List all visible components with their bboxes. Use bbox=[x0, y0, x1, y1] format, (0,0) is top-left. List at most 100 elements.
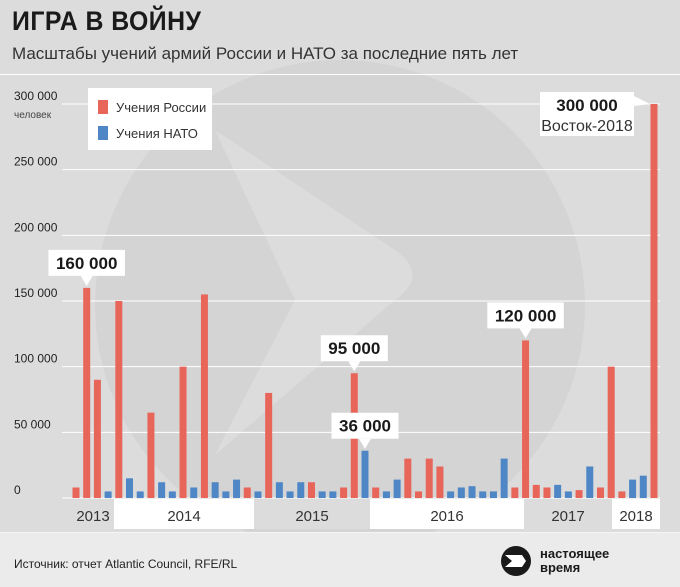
bar-nato bbox=[233, 479, 241, 498]
bar-russia bbox=[372, 487, 380, 498]
bar-russia bbox=[307, 482, 315, 498]
annotation-value: 120 000 bbox=[495, 306, 556, 325]
bar-nato bbox=[586, 466, 594, 498]
annotation-pointer bbox=[519, 328, 532, 339]
source-text: Источник: отчет Atlantic Council, RFE/RL bbox=[14, 557, 238, 571]
annotation-value: 160 000 bbox=[56, 254, 117, 273]
y-tick-label: 250 000 bbox=[14, 155, 58, 169]
bar-nato bbox=[126, 478, 134, 498]
bar-russia bbox=[404, 458, 412, 498]
bar-nato bbox=[554, 484, 562, 498]
bar-russia bbox=[83, 287, 91, 498]
annotations: 160 000 95 000 36 000 120 000 300 000 Восток-… bbox=[48, 92, 650, 449]
footer: Источник: отчет Atlantic Council, RFE/RL… bbox=[0, 532, 680, 587]
page-title: ИГРА В ВОЙНУ bbox=[12, 6, 202, 36]
bar-nato bbox=[254, 491, 262, 498]
bar-russia bbox=[436, 466, 444, 498]
legend-label: Учения России bbox=[116, 100, 206, 115]
annotation-value: 300 000 bbox=[556, 96, 617, 115]
year-label: 2014 bbox=[167, 508, 200, 525]
bar-nato bbox=[190, 487, 198, 498]
bar-russia bbox=[72, 487, 80, 498]
annotation-pointer bbox=[348, 361, 361, 372]
annotation-subtext: Восток-2018 bbox=[541, 118, 633, 135]
y-tick-label: 300 000 bbox=[14, 89, 58, 103]
bar-russia bbox=[415, 491, 423, 498]
bar-nato bbox=[479, 491, 487, 498]
legend-swatch bbox=[98, 100, 108, 114]
play-arrow-icon bbox=[501, 546, 531, 576]
bar-nato bbox=[489, 491, 497, 498]
logo-text: настоящее время bbox=[540, 547, 609, 575]
bar-nato bbox=[468, 486, 476, 498]
bar-russia bbox=[265, 392, 273, 498]
bar-nato bbox=[564, 491, 572, 498]
bar-russia bbox=[511, 487, 519, 498]
bar-russia bbox=[93, 379, 101, 498]
y-tick-label: 0 bbox=[14, 483, 21, 497]
bar-nato bbox=[297, 482, 305, 498]
year-band bbox=[114, 499, 254, 529]
bar-russia bbox=[425, 458, 433, 498]
bar-nato bbox=[361, 450, 369, 498]
legend-label: Учения НАТО bbox=[116, 126, 198, 141]
annotation-box bbox=[48, 249, 125, 276]
annotation-value: 95 000 bbox=[328, 339, 380, 358]
logo-line2: время bbox=[540, 560, 581, 575]
divider bbox=[0, 74, 680, 75]
bar-nato bbox=[457, 487, 465, 498]
year-band bbox=[524, 499, 612, 529]
legend-box bbox=[88, 88, 212, 150]
bar-russia bbox=[179, 366, 187, 498]
bar-russia bbox=[543, 487, 551, 498]
year-band bbox=[72, 499, 114, 529]
bar-nato bbox=[382, 491, 390, 498]
bar-nato bbox=[329, 491, 337, 498]
bar-russia bbox=[532, 484, 540, 498]
year-label: 2013 bbox=[76, 508, 109, 525]
brand-logo[interactable]: настоящее время bbox=[500, 545, 640, 577]
bar-nato bbox=[318, 491, 326, 498]
bar-russia bbox=[115, 301, 123, 498]
annotation-box bbox=[540, 92, 634, 136]
y-tick-label: 100 000 bbox=[14, 352, 58, 366]
year-label: 2017 bbox=[551, 508, 584, 525]
annotation-box bbox=[331, 412, 399, 439]
bar-nato bbox=[136, 491, 144, 498]
bar-russia bbox=[522, 340, 530, 498]
bar-nato bbox=[639, 475, 647, 498]
annotation-box bbox=[320, 335, 388, 362]
year-band bbox=[612, 499, 660, 529]
bar-nato bbox=[629, 479, 637, 498]
legend: Учения России Учения НАТО bbox=[88, 88, 212, 150]
legend-swatch bbox=[98, 126, 108, 140]
y-tick-label: 50 000 bbox=[14, 417, 51, 431]
y-axis: 0 50 000 100 000 150 000 200 000 250 000 300 0… bbox=[14, 89, 58, 497]
year-band bbox=[254, 499, 370, 529]
logo-line1: настоящее bbox=[540, 546, 610, 561]
bar-russia bbox=[340, 487, 348, 498]
bar-russia bbox=[650, 104, 658, 498]
watermark-logo-icon bbox=[95, 60, 585, 550]
annotation-pointer bbox=[359, 438, 371, 449]
annotation-pointer bbox=[634, 96, 650, 106]
y-tick-label: 200 000 bbox=[14, 220, 58, 234]
bar-nato bbox=[158, 482, 166, 498]
bar-russia bbox=[147, 412, 155, 498]
annotation-value: 36 000 bbox=[339, 417, 391, 436]
bar-nato bbox=[500, 458, 508, 498]
page-subtitle: Масштабы учений армий России и НАТО за п… bbox=[12, 44, 519, 63]
bar-russia bbox=[575, 490, 583, 498]
bar-nato bbox=[275, 482, 283, 498]
year-label: 2018 bbox=[619, 508, 652, 525]
bar-russia bbox=[243, 487, 251, 498]
bar-nato bbox=[222, 491, 230, 498]
bar-nato bbox=[211, 482, 219, 498]
bar-nato bbox=[286, 491, 294, 498]
x-axis: 2013 2014 2015 2016 2017 2018 bbox=[72, 499, 660, 529]
y-axis-unit-label: человек bbox=[14, 110, 52, 121]
bar-russia bbox=[618, 491, 626, 498]
bar-russia bbox=[596, 487, 604, 498]
year-label: 2015 bbox=[295, 508, 328, 525]
